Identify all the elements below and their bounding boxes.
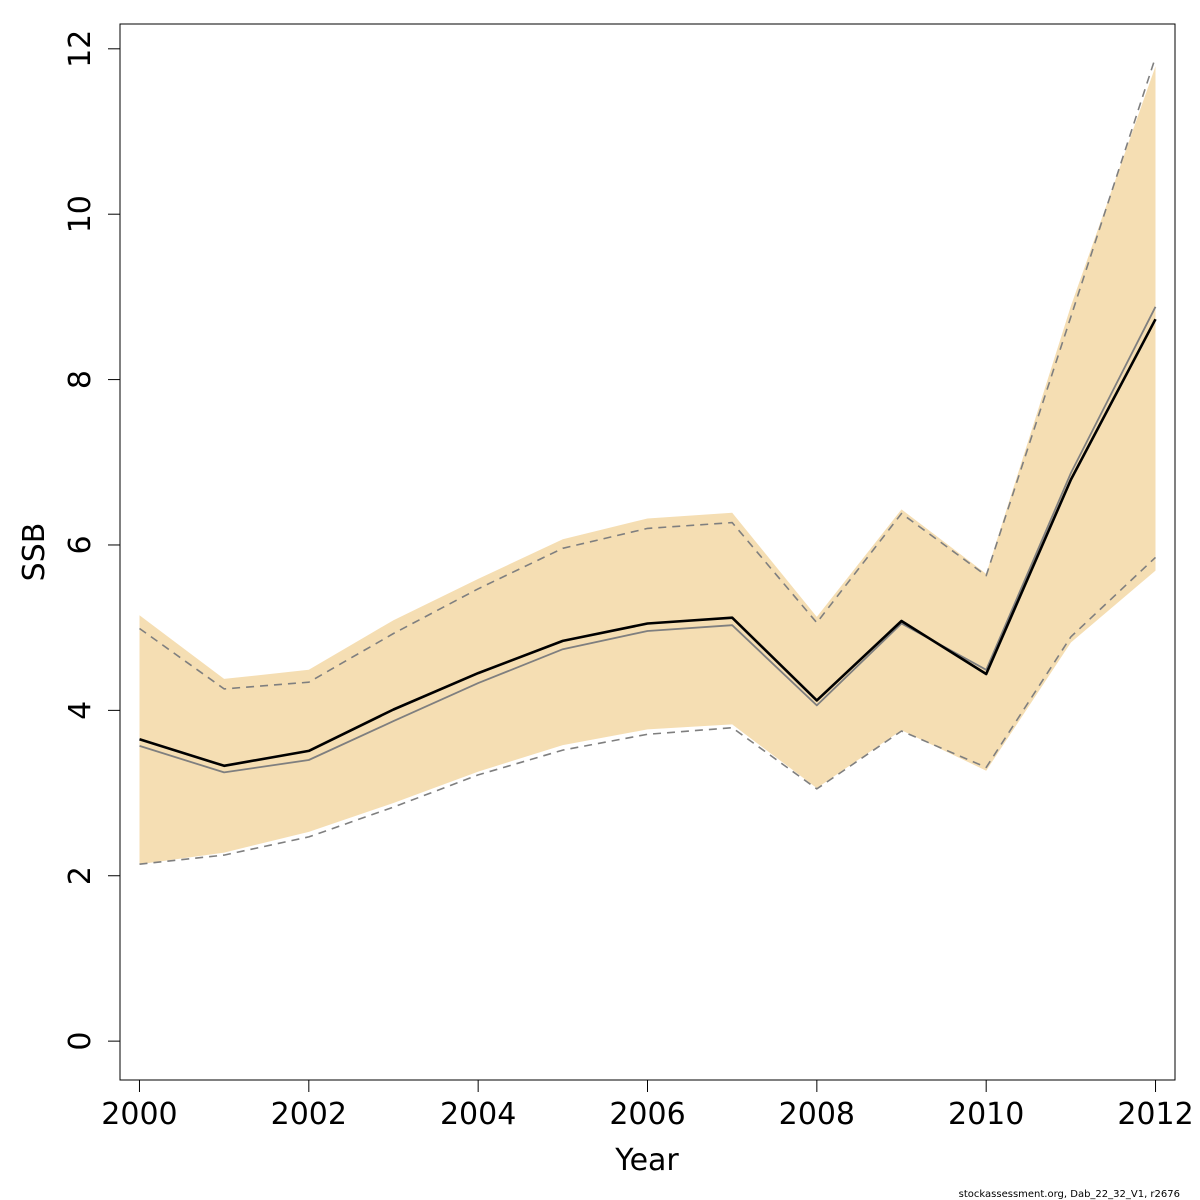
- x-tick-label: 2000: [101, 1097, 177, 1132]
- confidence-band-layer: [139, 66, 1156, 865]
- comparison-estimate-line: [139, 306, 1157, 774]
- y-tick-label: 8: [63, 370, 98, 389]
- y-tick-label: 12: [63, 30, 98, 68]
- x-tick-label: 2008: [779, 1097, 855, 1132]
- y-tick-label: 6: [63, 535, 98, 554]
- y-tick-label: 10: [63, 195, 98, 233]
- x-tick-label: 2006: [609, 1097, 685, 1132]
- confidence-band: [139, 66, 1156, 865]
- x-tick-label: 2004: [440, 1097, 516, 1132]
- estimate-line: [139, 318, 1157, 768]
- x-tick-label: 2010: [948, 1097, 1024, 1132]
- x-axis-title: Year: [614, 1143, 679, 1178]
- x-axis: 2000 2002 2004 2006 2008 2010 2012: [101, 1079, 1194, 1132]
- x-tick-label: 2002: [271, 1097, 347, 1132]
- comparison-lower-line: [139, 556, 1157, 865]
- y-tick-label: 0: [63, 1032, 98, 1051]
- x-tick-label: 2012: [1117, 1097, 1193, 1132]
- series-lines-layer: [139, 56, 1157, 865]
- y-axis-title: SSB: [17, 523, 52, 582]
- y-tick-label: 2: [63, 866, 98, 885]
- y-axis: 0 2 4 6 8 10 12: [63, 30, 121, 1051]
- comparison-upper-line: [139, 56, 1157, 690]
- y-tick-label: 4: [63, 701, 98, 720]
- credit-footer: stockassessment.org, Dab_22_32_V1, r2676: [959, 1189, 1180, 1200]
